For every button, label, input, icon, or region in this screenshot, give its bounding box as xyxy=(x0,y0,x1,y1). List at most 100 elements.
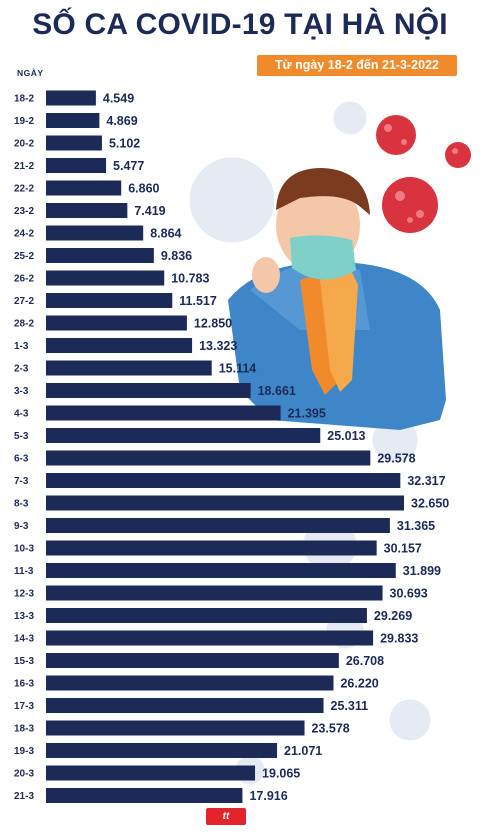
value-label: 9.836 xyxy=(161,249,192,263)
category-label: 20-2 xyxy=(14,139,34,150)
bar xyxy=(46,540,377,556)
bar xyxy=(46,675,334,691)
value-label: 8.864 xyxy=(150,227,181,241)
chart-title: SỐ CA COVID-19 TẠI HÀ NỘI xyxy=(32,8,448,41)
person-with-mask-illustration xyxy=(228,168,446,430)
value-label: 29.833 xyxy=(380,632,418,646)
y-axis-label: NGÀY xyxy=(17,68,44,78)
value-label: 13.323 xyxy=(199,339,237,353)
bar xyxy=(46,248,154,263)
bar xyxy=(46,428,321,443)
value-label: 29.269 xyxy=(374,609,412,623)
category-label: 28-2 xyxy=(14,319,34,330)
value-label: 17.916 xyxy=(249,789,287,803)
value-label: 10.783 xyxy=(171,272,209,286)
category-label: 19-2 xyxy=(14,116,34,127)
red-virus-icon xyxy=(376,115,471,233)
value-label: 26.708 xyxy=(346,654,384,668)
value-label: 32.317 xyxy=(407,474,445,488)
value-label: 23.578 xyxy=(312,722,350,736)
bar xyxy=(46,473,401,488)
value-label: 25.013 xyxy=(327,429,365,443)
bar xyxy=(46,113,100,128)
bar xyxy=(46,765,256,781)
category-label: 4-3 xyxy=(14,409,29,420)
value-label: 5.477 xyxy=(113,159,144,173)
category-label: 16-3 xyxy=(14,679,34,690)
value-label: 4.549 xyxy=(103,92,134,106)
value-label: 21.071 xyxy=(284,744,322,758)
category-label: 23-2 xyxy=(14,206,34,217)
bar xyxy=(46,405,281,421)
value-label: 31.365 xyxy=(397,519,435,533)
bar xyxy=(46,360,212,376)
category-label: 21-3 xyxy=(14,791,34,802)
bar xyxy=(46,158,107,173)
value-label: 15.114 xyxy=(219,362,257,376)
value-label: 31.899 xyxy=(403,564,441,578)
value-label: 12.850 xyxy=(194,317,232,331)
category-label: 10-3 xyxy=(14,544,34,555)
bar xyxy=(46,743,278,758)
category-label: 1-3 xyxy=(14,341,29,352)
category-label: 6-3 xyxy=(14,454,29,465)
category-label: 25-2 xyxy=(14,251,34,262)
value-label: 5.102 xyxy=(109,137,140,151)
bar xyxy=(46,585,383,601)
category-label: 27-2 xyxy=(14,296,34,307)
category-label: 20-3 xyxy=(14,769,34,780)
bar xyxy=(46,495,404,511)
category-label: 8-3 xyxy=(14,499,29,510)
value-label: 30.157 xyxy=(384,542,422,556)
category-label: 19-3 xyxy=(14,746,34,757)
category-label: 17-3 xyxy=(14,701,34,712)
bar xyxy=(46,338,193,353)
bar xyxy=(46,608,367,623)
bar xyxy=(46,315,187,331)
bar xyxy=(46,518,390,533)
bar xyxy=(46,653,339,668)
category-label: 9-3 xyxy=(14,521,29,532)
value-label: 6.860 xyxy=(128,182,159,196)
value-label: 18.661 xyxy=(258,384,296,398)
category-label: 14-3 xyxy=(14,634,34,645)
value-label: 26.220 xyxy=(340,677,378,691)
value-label: 7.419 xyxy=(134,204,165,218)
date-range-badge: Từ ngày 18-2 đến 21-3-2022 xyxy=(257,55,457,76)
bar xyxy=(46,90,96,106)
bar xyxy=(46,450,371,466)
bar xyxy=(46,698,324,713)
tuoi-tre-logo: tt xyxy=(206,808,246,825)
category-label: 15-3 xyxy=(14,656,34,667)
category-label: 22-2 xyxy=(14,184,34,195)
category-label: 13-3 xyxy=(14,611,34,622)
bar xyxy=(46,293,173,308)
bar xyxy=(46,180,122,196)
category-label: 26-2 xyxy=(14,274,34,285)
value-label: 4.869 xyxy=(106,114,137,128)
bar xyxy=(46,203,128,218)
bar xyxy=(46,630,374,646)
category-label: 2-3 xyxy=(14,364,29,375)
category-label: 11-3 xyxy=(14,566,34,577)
value-label: 21.395 xyxy=(288,407,326,421)
bar xyxy=(46,720,305,736)
bar xyxy=(46,225,144,241)
category-label: 12-3 xyxy=(14,589,34,600)
category-label: 24-2 xyxy=(14,229,34,240)
bar xyxy=(46,270,165,286)
category-label: 18-2 xyxy=(14,94,34,105)
value-label: 25.311 xyxy=(331,699,369,713)
category-label: 7-3 xyxy=(14,476,29,487)
value-label: 19.065 xyxy=(262,767,300,781)
bar xyxy=(46,383,251,398)
value-label: 11.517 xyxy=(179,294,217,308)
bar xyxy=(46,135,102,151)
category-label: 5-3 xyxy=(14,431,29,442)
category-label: 3-3 xyxy=(14,386,29,397)
bar xyxy=(46,563,396,578)
value-label: 29.578 xyxy=(377,452,415,466)
value-label: 32.650 xyxy=(411,497,449,511)
